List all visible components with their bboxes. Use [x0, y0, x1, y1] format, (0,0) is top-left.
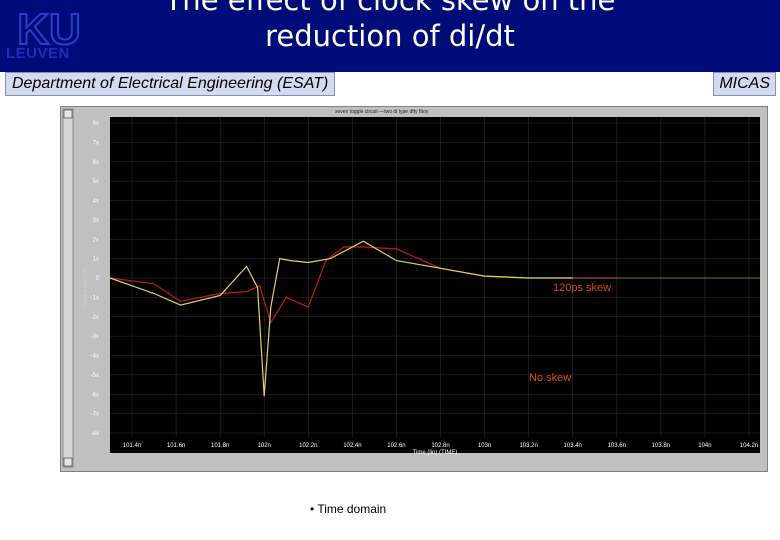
- slide-header: KU LEUVEN The effect of clock skew on th…: [0, 0, 780, 72]
- svg-text:KU: KU: [17, 8, 81, 48]
- legend-text: seven toggle circuit —two di type dfty f…: [335, 109, 429, 115]
- x-tick-label: 104.2n: [740, 443, 758, 449]
- y-tick-label: 7x: [93, 140, 99, 146]
- x-tick-label: 102.8n: [431, 443, 449, 449]
- bullet-time-domain: • Time domain: [310, 502, 387, 516]
- y-tick-label: -6x: [91, 392, 99, 398]
- title-line-1: The effect of clock skew on the: [164, 0, 616, 17]
- y-tick-label: -3x: [91, 334, 99, 340]
- y-tick-label: -1x: [91, 295, 99, 301]
- slide-title: The effect of clock skew on the reductio…: [150, 0, 630, 54]
- x-tick-label: 101.4n: [123, 443, 141, 449]
- x-tick-label: 102n: [258, 443, 271, 449]
- ku-logo-mark: KU: [16, 8, 82, 48]
- x-tick-label: 103.2n: [519, 443, 537, 449]
- waveform-plot: seven toggle circuit —two di type dfty f…: [61, 107, 767, 471]
- x-tick-label: 103.4n: [564, 443, 582, 449]
- y-tick-label: 4x: [93, 199, 99, 205]
- x-tick-label: 104n: [698, 443, 711, 449]
- plot-area: [110, 117, 760, 453]
- y-tick-label: 8x: [93, 121, 99, 127]
- x-tick-label: 103n: [478, 443, 491, 449]
- x-axis-label: Time (lin) (TIME): [413, 450, 458, 456]
- department-label: Department of Electrical Engineering (ES…: [5, 72, 336, 96]
- series-no-skew: [109, 240, 573, 397]
- x-tick-label: 102.2n: [299, 443, 317, 449]
- x-tick-label: 103.6n: [608, 443, 626, 449]
- scroll-down-button: [63, 457, 73, 467]
- logo-leuven-text: LEUVEN: [6, 45, 70, 62]
- x-tick-label: 101.8n: [211, 443, 229, 449]
- x-tick-label: 101.6n: [167, 443, 185, 449]
- scroll-up-button: [63, 109, 73, 119]
- y-tick-label: -2x: [91, 315, 99, 321]
- x-tick-label: 102.6n: [387, 443, 405, 449]
- y-tick-label: 5x: [93, 179, 99, 185]
- y-tick-label: -8x: [91, 431, 99, 437]
- y-tick-label: -5x: [91, 373, 99, 379]
- y-axis-label: Output 2em (B): [83, 266, 89, 307]
- group-label: MICAS: [713, 72, 776, 96]
- y-tick-label: 2x: [93, 237, 99, 243]
- vertical-scrollbar: [62, 108, 74, 468]
- title-line-2: reduction of di/dt: [265, 19, 515, 53]
- x-tick-label: 102.4n: [343, 443, 361, 449]
- y-tick-label: -7x: [91, 412, 99, 418]
- annotation-120ps-skew: 120ps skew: [553, 282, 611, 294]
- y-tick-label: 1x: [93, 257, 99, 263]
- y-tick-label: 0: [96, 276, 100, 282]
- annotation-no-skew: No skew: [529, 372, 571, 384]
- x-tick-label: 103.8n: [652, 443, 670, 449]
- y-tick-label: 6x: [93, 160, 99, 166]
- y-tick-label: 3x: [93, 218, 99, 224]
- waveform-viewer: seven toggle circuit —two di type dfty f…: [60, 106, 768, 472]
- y-tick-label: -4x: [91, 354, 99, 360]
- ku-leuven-logo: KU: [6, 8, 92, 48]
